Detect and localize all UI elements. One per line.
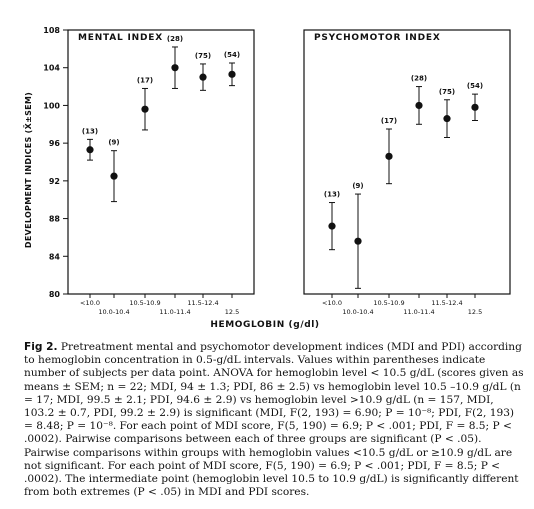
y-tick-label: 80: [49, 290, 61, 299]
x-tick-label: 10.0-10.4: [342, 308, 373, 316]
x-tick-label: <10.0: [80, 299, 100, 307]
data-point: [228, 70, 236, 78]
x-tick-label: 11.5-12.4: [431, 299, 462, 307]
y-tick-label: 88: [49, 215, 61, 224]
mental-plot-frame: [67, 29, 255, 295]
count-label: (9): [352, 182, 363, 190]
data-point: [171, 64, 179, 72]
count-label: (13): [82, 127, 98, 135]
data-point: [385, 152, 393, 160]
mental-index-panel: MENTAL INDEX 80 84 88 92 96 100 104 108 <10.0 (13)…: [43, 26, 255, 316]
count-label: (75): [439, 88, 455, 96]
x-tick-label: 11.5-12.4: [187, 299, 218, 307]
data-point: [328, 222, 336, 230]
y-tick-label: 104: [43, 64, 60, 73]
count-label: (13): [324, 191, 340, 199]
y-tick-label: 100: [43, 101, 60, 110]
data-point: [415, 101, 423, 110]
y-tick-label: 92: [49, 177, 60, 186]
x-tick-label: 11.0-11.4: [403, 308, 434, 316]
mental-panel-title: MENTAL INDEX: [78, 33, 163, 43]
figure-caption: Fig 2. Pretreatment mental and psychomot…: [24, 341, 524, 499]
data-point: [443, 115, 451, 123]
x-tick-label: 10.5-10.9: [129, 299, 160, 307]
figure-caption-label: Fig 2.: [24, 341, 58, 353]
count-label: (75): [195, 52, 211, 60]
data-point: [110, 172, 118, 180]
count-label: (54): [224, 51, 240, 59]
count-label: (17): [381, 117, 397, 125]
y-tick-label: 84: [49, 252, 61, 261]
x-tick-label: 11.0-11.4: [159, 308, 190, 316]
data-point: [86, 146, 94, 154]
figure-caption-text: Pretreatment mental and psychomotor deve…: [24, 341, 524, 499]
x-tick-label: 12.5: [225, 308, 239, 316]
y-tick-label: 108: [43, 26, 60, 35]
count-label: (28): [411, 75, 427, 83]
y-axis-label: DEVELOPMENT INDICES (X̄±SEM): [23, 92, 33, 248]
x-tick-label: 10.0-10.4: [98, 308, 129, 316]
data-point: [471, 103, 479, 111]
figure-2: MENTAL INDEX 80 84 88 92 96 100 104 108 <10.0 (13)…: [23, 26, 511, 330]
data-point: [141, 105, 149, 113]
x-axis-label: HEMOGLOBIN (g/dl): [210, 320, 319, 330]
count-label: (54): [467, 82, 483, 90]
psychomotor-plot-frame: [303, 29, 511, 295]
y-tick-label: 96: [49, 139, 61, 148]
x-tick-label: <10.0: [322, 299, 342, 307]
psychomotor-panel-title: PSYCHOMOTOR INDEX: [314, 33, 441, 43]
data-point: [199, 73, 207, 81]
x-tick-label: 12.5: [468, 308, 482, 316]
count-label: (9): [108, 139, 119, 147]
psychomotor-index-panel: PSYCHOMOTOR INDEX <10.0 (13) 10.0-10.4 (9) 10…: [303, 29, 511, 316]
count-label: (28): [167, 35, 183, 43]
x-tick-label: 10.5-10.9: [373, 299, 404, 307]
count-label: (17): [137, 76, 153, 84]
data-point: [354, 237, 362, 245]
